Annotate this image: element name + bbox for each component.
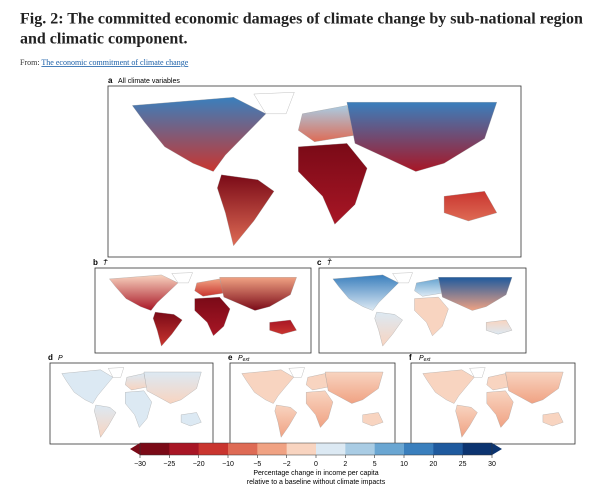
region (505, 371, 564, 404)
panel-name: P (58, 355, 63, 362)
from-label: From: The economic commitment of climate… (20, 58, 189, 67)
region (306, 373, 329, 391)
colorbar-label: Percentage change in income per capita (253, 470, 378, 477)
colorbar-tick-label: 30 (488, 461, 496, 468)
colorbar-tick-label: 0 (314, 461, 318, 468)
panel-name: Pext (419, 355, 431, 363)
region (486, 319, 513, 335)
region (61, 369, 114, 404)
region (486, 390, 514, 428)
colorbar-bin (462, 443, 493, 455)
panel-name: T̄ (103, 259, 108, 267)
region (469, 367, 486, 378)
region (298, 105, 356, 142)
panel-letter: b (93, 258, 98, 267)
region (152, 311, 183, 347)
panel-name-text: T̃ (327, 259, 332, 267)
colorbar-tick-label: −2 (283, 461, 291, 468)
colorbar-bin (374, 443, 405, 455)
panel-name-text: T̄ (103, 259, 108, 267)
colorbar-bin (228, 443, 258, 455)
colorbar-extend (130, 443, 140, 455)
region (253, 92, 295, 114)
colorbar-tick-label: −5 (253, 461, 261, 468)
region (542, 412, 564, 427)
region (217, 174, 275, 247)
colorbar-bin (316, 443, 346, 455)
region (374, 311, 403, 347)
panel-name-text: All climate variables (118, 78, 180, 85)
title-line: and climatic component. (20, 31, 188, 48)
region (143, 371, 202, 404)
panel-letter: c (317, 258, 322, 267)
colorbar-extend (492, 443, 502, 455)
colorbar-bin (404, 443, 434, 455)
colorbar-tick-label: 5 (373, 461, 377, 468)
region (180, 412, 202, 427)
colorbar-tick-label: −25 (163, 461, 175, 468)
colorbar-bin (198, 443, 229, 455)
colorbar-bin (140, 443, 170, 455)
region (298, 143, 368, 225)
region (108, 367, 125, 378)
region (171, 272, 193, 284)
panel-name-sub: ext (424, 357, 431, 363)
region (414, 278, 443, 297)
region (132, 97, 267, 172)
region (346, 102, 498, 172)
from: From: (20, 58, 40, 67)
region (306, 390, 334, 428)
region (94, 404, 117, 438)
panel-letter: d (48, 353, 53, 362)
panel-letter: f (409, 353, 412, 362)
panel-name: T̃ (327, 259, 332, 267)
colorbar-tick-label: 2 (343, 461, 347, 468)
source-link[interactable]: The economic commitment of climate chang… (41, 58, 188, 67)
colorbar-tick-label: 20 (429, 461, 437, 468)
region (332, 274, 399, 311)
region (194, 296, 231, 337)
region (194, 278, 224, 297)
region (324, 371, 384, 404)
region (362, 412, 384, 427)
panel-name-sub: ext (243, 357, 250, 363)
panel-letter: e (228, 353, 233, 362)
panel-name-text: P (58, 355, 63, 362)
panel-name-text: P (419, 355, 424, 362)
colorbar-tick-label: −30 (134, 461, 146, 468)
region (274, 404, 297, 438)
region (125, 390, 152, 428)
region (455, 404, 478, 438)
region (219, 277, 297, 311)
region (392, 272, 413, 284)
panel-letter: a (108, 76, 113, 85)
region (414, 296, 449, 337)
colorbar-tick-label: −10 (222, 461, 234, 468)
panel-name: All climate variables (118, 78, 180, 85)
colorbar-tick-label: 10 (400, 461, 408, 468)
title-line: Fig. 2: The committed economic damages o… (20, 11, 583, 28)
region (288, 367, 305, 378)
region (443, 191, 498, 222)
colorbar-tick-label: −20 (193, 461, 205, 468)
region (269, 319, 297, 335)
colorbar-bin (345, 443, 375, 455)
colorbar-bin (286, 443, 317, 455)
colorbar-bin (169, 443, 199, 455)
colorbar-bin (433, 443, 463, 455)
colorbar-label: relative to a baseline without climate i… (247, 479, 386, 486)
colorbar-bin (257, 443, 287, 455)
region (486, 373, 509, 391)
region (438, 277, 513, 311)
panel-name: Pext (238, 355, 250, 363)
colorbar-tick-label: 25 (459, 461, 467, 468)
region (241, 369, 294, 404)
panel-name-text: P (238, 355, 243, 362)
region (109, 274, 179, 311)
region (422, 369, 475, 404)
region (125, 373, 148, 391)
